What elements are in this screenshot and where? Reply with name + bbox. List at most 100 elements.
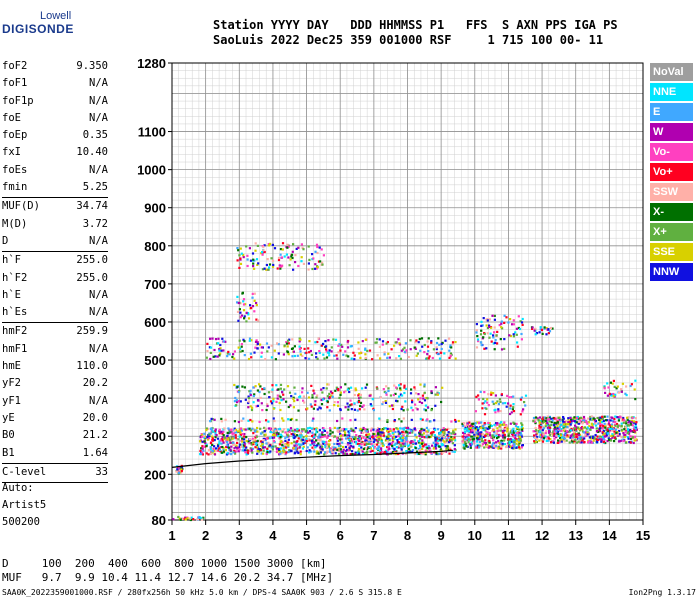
echo-point — [358, 452, 361, 455]
h-prime-f-trace — [171, 449, 453, 468]
echo-point — [250, 306, 253, 310]
echo-point — [292, 268, 295, 271]
echo-point — [468, 434, 471, 437]
echo-point — [479, 333, 483, 336]
echo-point — [210, 427, 213, 430]
echo-point — [219, 431, 222, 434]
echo-point — [364, 338, 367, 341]
echo-point — [393, 443, 396, 446]
echo-point — [434, 386, 437, 389]
echo-point — [519, 434, 523, 437]
y-tick-label: 300 — [144, 429, 166, 444]
echo-point — [311, 393, 314, 397]
echo-point — [298, 345, 301, 348]
echo-point — [313, 392, 316, 395]
echo-point — [451, 442, 454, 445]
echo-point — [245, 453, 248, 456]
echo-point — [248, 337, 252, 340]
echo-point — [406, 440, 409, 443]
echo-point — [366, 430, 369, 433]
echo-point — [358, 437, 361, 440]
param-key: hmE — [2, 360, 21, 373]
echo-point — [604, 419, 607, 422]
echo-point — [209, 432, 212, 435]
echo-point — [602, 429, 605, 432]
echo-point — [330, 346, 333, 349]
echo-point — [617, 419, 620, 422]
echo-point — [292, 350, 295, 353]
echo-point — [584, 433, 587, 436]
echo-point — [249, 418, 252, 422]
echo-point — [454, 428, 457, 431]
echo-point — [387, 387, 390, 390]
echo-point — [401, 427, 404, 430]
echo-point — [556, 433, 560, 436]
echo-point — [553, 417, 556, 420]
echo-point — [494, 339, 497, 342]
echo-point — [587, 421, 590, 424]
echo-point — [418, 449, 421, 452]
echo-point — [475, 431, 478, 434]
echo-point — [453, 448, 456, 451]
echo-point — [631, 416, 634, 420]
echo-point — [575, 426, 578, 429]
echo-point — [312, 389, 315, 392]
echo-point — [216, 442, 220, 446]
echo-point — [489, 332, 492, 335]
echo-point — [301, 246, 304, 249]
echo-point — [565, 439, 568, 442]
echo-point — [209, 452, 213, 456]
echo-point — [474, 422, 477, 425]
echo-point — [368, 434, 371, 438]
echo-point — [600, 440, 603, 443]
echo-point — [307, 396, 311, 399]
echo-point — [551, 327, 554, 330]
echo-point — [283, 428, 286, 431]
echo-point — [394, 450, 397, 453]
echo-point — [521, 427, 524, 430]
echo-point — [247, 406, 250, 409]
echo-point — [620, 424, 623, 428]
echo-point — [478, 444, 481, 447]
echo-point — [476, 435, 479, 438]
echo-point — [275, 450, 278, 454]
echo-point — [376, 452, 379, 455]
echo-point — [265, 452, 268, 456]
echo-point — [592, 439, 595, 442]
echo-point — [559, 429, 562, 432]
echo-point — [616, 416, 619, 419]
echo-point — [505, 405, 508, 408]
echo-point — [403, 346, 406, 349]
echo-point — [411, 431, 414, 434]
echo-point — [512, 403, 515, 406]
echo-point — [201, 435, 204, 438]
echo-point — [240, 314, 243, 317]
echo-point — [476, 446, 479, 449]
echo-point — [277, 256, 281, 260]
echo-point — [328, 349, 331, 352]
echo-point — [368, 437, 371, 440]
echo-point — [541, 421, 544, 425]
echo-point — [311, 419, 314, 422]
echo-point — [398, 437, 401, 441]
logo-line2: DIGISONDE — [2, 22, 74, 36]
echo-point — [475, 440, 479, 443]
echo-point — [263, 426, 266, 429]
echo-point — [440, 347, 443, 351]
echo-point — [562, 416, 565, 419]
echo-point — [299, 450, 302, 453]
echo-point — [577, 422, 580, 425]
echo-point — [430, 409, 433, 412]
echo-point — [418, 452, 421, 455]
echo-point — [357, 347, 360, 350]
echo-point — [221, 438, 224, 441]
footer-info: SAA0K_2022359001000.RSF / 280fx256h 50 k… — [2, 588, 402, 597]
echo-point — [430, 390, 433, 393]
echo-point — [282, 445, 285, 448]
echo-point — [295, 443, 298, 446]
echo-point — [266, 447, 269, 450]
echo-point — [607, 386, 610, 389]
echo-point — [626, 436, 629, 439]
echo-point — [360, 431, 363, 434]
echo-point — [501, 402, 505, 405]
